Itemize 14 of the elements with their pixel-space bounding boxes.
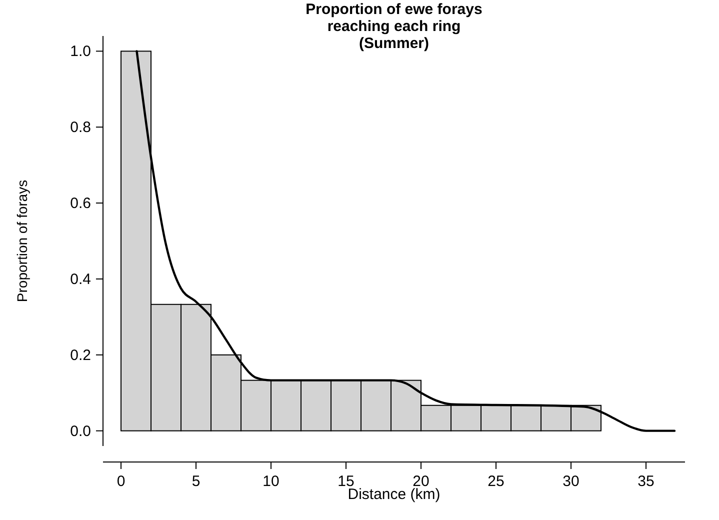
y-tick-label: 0.8 (70, 119, 91, 136)
chart-title: Proportion of ewe forays reaching each ring (Summer) (306, 1, 482, 52)
y-axis-title: Proportion of forays (14, 180, 30, 302)
y-tick-label: 0.0 (70, 422, 91, 440)
x-tick-label: 25 (488, 473, 504, 490)
x-tick-label: 35 (638, 473, 654, 490)
x-tick-label: 5 (192, 473, 200, 490)
y-tick-label: 0.6 (70, 195, 91, 212)
x-tick-label: 10 (262, 473, 280, 490)
y-tick-label: 1.0 (70, 43, 91, 60)
y-tick-label: 0.2 (70, 346, 91, 364)
y-tick-label: 0.4 (70, 270, 91, 288)
x-tick-label: 0 (116, 473, 126, 490)
x-tick-label: 30 (562, 473, 580, 490)
